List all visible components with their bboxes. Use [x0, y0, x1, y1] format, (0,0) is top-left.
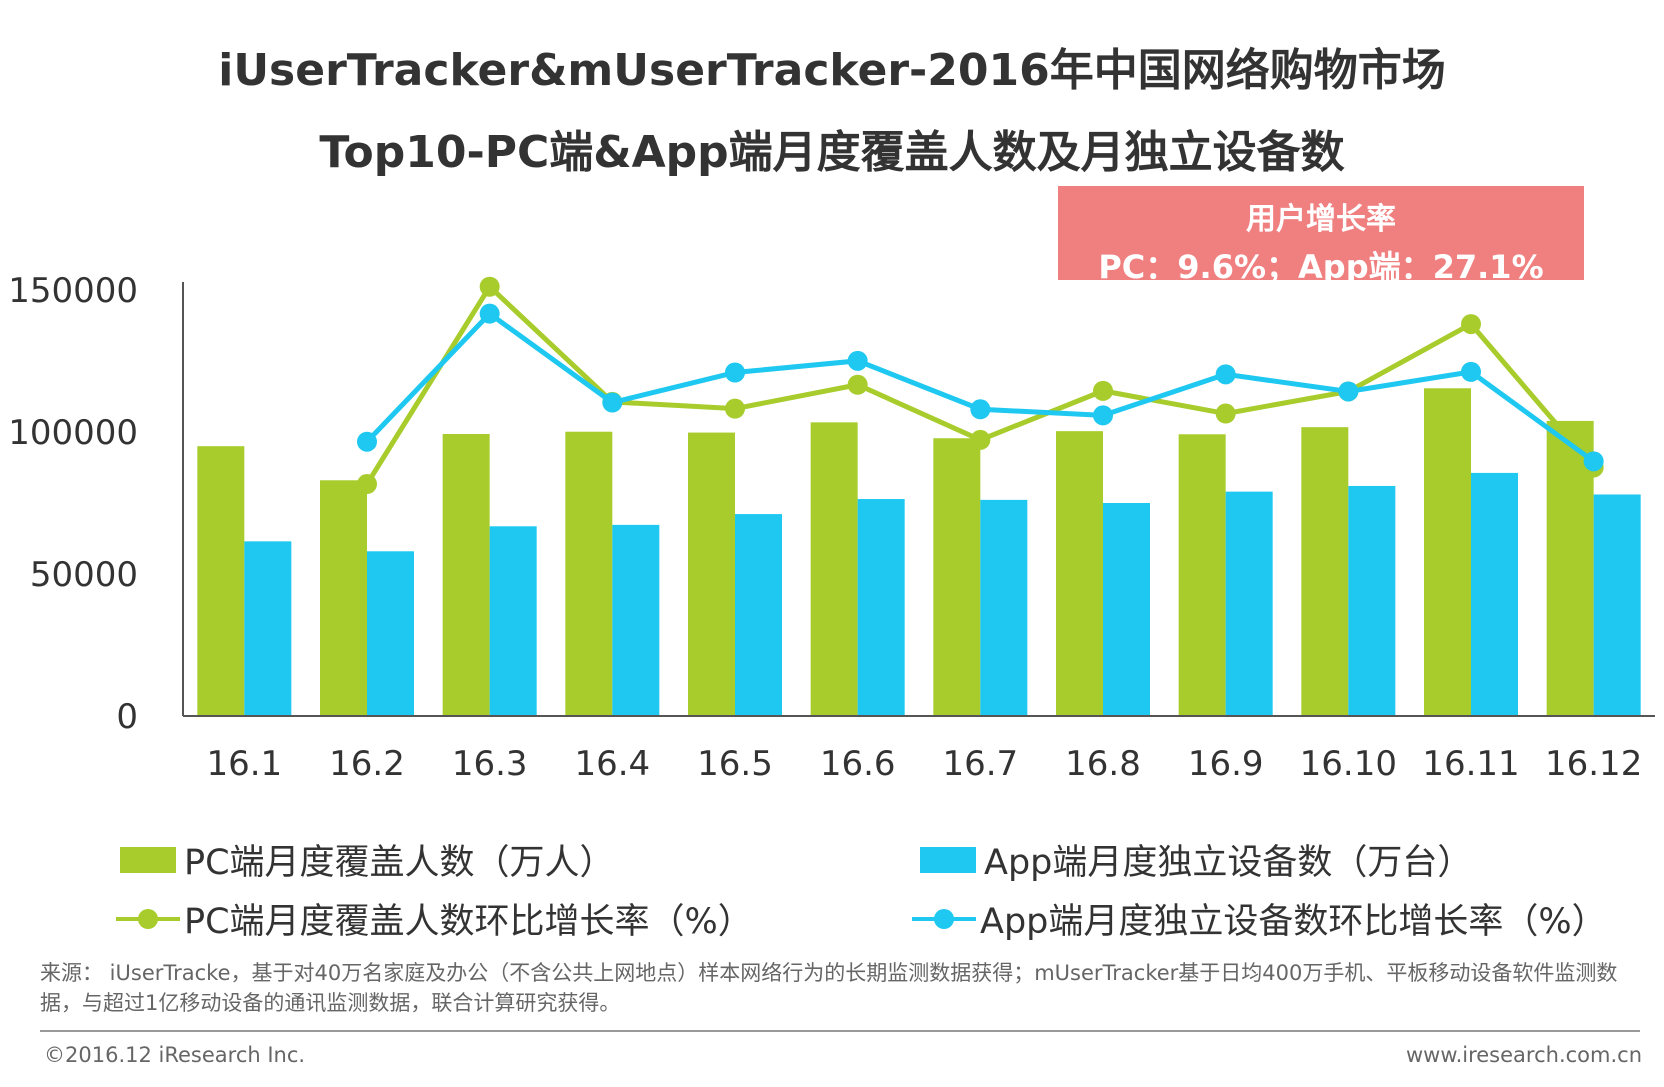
- app-bar-16.5: [735, 514, 782, 716]
- pc-bar-16.3: [442, 433, 490, 716]
- app-rate-point-16.10: [1338, 381, 1359, 402]
- legend-pc-bar: PC端月度覆盖人数（万人）: [120, 834, 615, 885]
- growth-rate-callout: 用户增长率 PC：9.6%；App端：27.1%: [1058, 186, 1584, 286]
- pc-bar-16.10: [1301, 427, 1349, 716]
- legend-app-bar-label: App端月度独立设备数（万台）: [984, 843, 1473, 883]
- legend-app-line: App端月度独立设备数环比增长率（%）: [912, 893, 1607, 944]
- legend-app-line-label: App端月度独立设备数环比增长率（%）: [980, 902, 1607, 942]
- app-bar-16.10: [1348, 485, 1396, 716]
- pc-rate-point-16.7: [970, 429, 991, 450]
- app-bar-16.1: [244, 541, 292, 716]
- app-rate-point-16.4: [602, 392, 623, 413]
- app-bar-16.2: [367, 551, 414, 716]
- app-rate-point-16.3: [479, 303, 500, 324]
- x-tick-label-16.12: 16.12: [1545, 744, 1642, 784]
- x-tick-label-16.3: 16.3: [452, 744, 528, 784]
- pc-rate-point-16.2: [357, 474, 377, 495]
- callout-title: 用户增长率: [1246, 202, 1396, 237]
- x-tick-label-16.2: 16.2: [329, 744, 405, 784]
- app-rate-point-16.2: [357, 431, 377, 452]
- y-tick-label-0: 0: [116, 697, 138, 737]
- legend-app-line-swatch: [912, 906, 976, 932]
- pc-bar-16.11: [1424, 388, 1471, 716]
- app-rate-point-16.12: [1583, 451, 1604, 472]
- pc-bar-16.7: [933, 438, 981, 716]
- app-bar-16.8: [1103, 503, 1150, 716]
- pc-bar-16.6: [810, 422, 858, 716]
- pc-rate-point-16.6: [847, 374, 868, 395]
- legend-pc-bar-swatch: [120, 846, 176, 873]
- chart-title-line2: Top10-PC端&App端月度覆盖人数及月独立设备数: [319, 127, 1345, 178]
- app-bar-16.4: [612, 524, 660, 716]
- x-tick-label-16.11: 16.11: [1422, 744, 1519, 784]
- y-tick-label-1: 50000: [30, 555, 138, 595]
- source-note: 来源： iUserTracke，基于对40万名家庭及办公（不含公共上网地点）样本…: [40, 961, 1618, 1015]
- app-bar-16.3: [489, 526, 537, 716]
- legend-app-bar: App端月度独立设备数（万台）: [920, 834, 1472, 885]
- app-rate-point-16.7: [970, 399, 991, 420]
- pc-bar-16.9: [1178, 434, 1226, 716]
- x-tick-label-16.10: 16.10: [1300, 744, 1397, 784]
- footer-divider: [40, 1030, 1640, 1032]
- x-tick-label-16.4: 16.4: [574, 744, 650, 784]
- bar-line-chart: 0 50000 100000 150000 16.1 16.2 16.3 16.4 16.5 16…: [8, 271, 1655, 784]
- app-bar-16.9: [1225, 491, 1273, 716]
- legend-app-bar-swatch: [920, 846, 976, 873]
- app-rate-point-16.5: [725, 362, 745, 383]
- x-tick-label-16.8: 16.8: [1065, 744, 1141, 784]
- x-tick-label-16.7: 16.7: [942, 744, 1018, 784]
- pc-bar-16.4: [565, 431, 613, 716]
- x-tick-label-16.6: 16.6: [820, 744, 896, 784]
- pc-rate-point-16.5: [725, 398, 745, 419]
- app-bar-16.11: [1471, 472, 1518, 716]
- app-bar-16.12: [1593, 494, 1641, 716]
- app-rate-point-16.11: [1461, 361, 1481, 382]
- y-tick-label-2: 100000: [8, 413, 138, 453]
- website-link[interactable]: www.iresearch.com.cn: [1405, 1043, 1642, 1067]
- legend-pc-line-swatch: [116, 906, 180, 932]
- pc-rate-point-16.11: [1461, 314, 1481, 335]
- copyright-text: ©2016.12 iResearch Inc.: [44, 1043, 306, 1067]
- app-bar-16.7: [980, 499, 1028, 716]
- legend-pc-bar-label: PC端月度覆盖人数（万人）: [184, 843, 615, 883]
- x-tick-label-16.1: 16.1: [206, 744, 282, 784]
- pc-rate-point-16.9: [1215, 403, 1236, 424]
- app-rate-point-16.9: [1215, 364, 1236, 385]
- pc-bar-16.1: [197, 446, 245, 716]
- x-tick-label-16.9: 16.9: [1188, 744, 1264, 784]
- pc-bar-16.8: [1056, 431, 1103, 716]
- pc-rate-point-16.8: [1093, 380, 1113, 401]
- y-tick-label-3: 150000: [8, 271, 138, 311]
- legend-pc-line: PC端月度覆盖人数环比增长率（%）: [116, 893, 753, 944]
- app-rate-point-16.6: [847, 350, 868, 371]
- legend-pc-line-label: PC端月度覆盖人数环比增长率（%）: [184, 902, 753, 942]
- pc-bar-16.2: [320, 480, 367, 716]
- callout-values: PC：9.6%；App端：27.1%: [1098, 248, 1544, 286]
- pc-bar-16.5: [688, 432, 735, 716]
- x-tick-label-16.5: 16.5: [697, 744, 773, 784]
- chart-title-line1: iUserTracker&mUserTracker-2016年中国网络购物市场: [218, 45, 1446, 96]
- app-bar-16.6: [857, 499, 905, 716]
- app-rate-point-16.8: [1093, 405, 1113, 426]
- pc-rate-point-16.3: [479, 276, 500, 297]
